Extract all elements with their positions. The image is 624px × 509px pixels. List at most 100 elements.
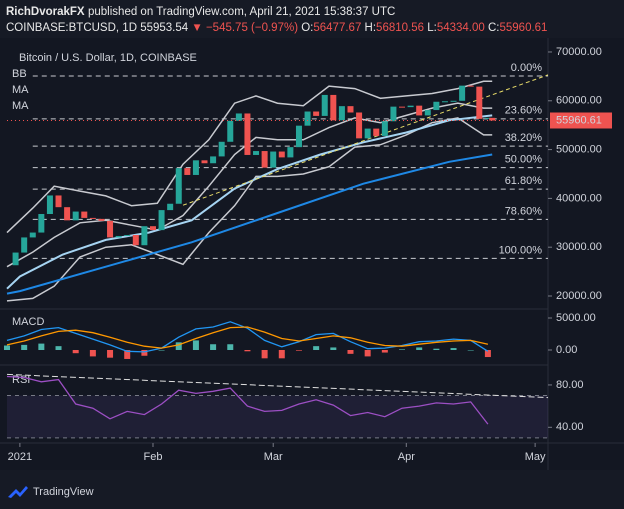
macd-line: [6, 326, 489, 349]
high: 56810.56: [376, 22, 424, 34]
candle: [115, 235, 122, 238]
candle: [184, 168, 191, 175]
trendline: [182, 74, 549, 206]
candle: [55, 195, 62, 208]
macd-histogram-bar: [381, 350, 388, 353]
macd-histogram-bar: [107, 350, 114, 358]
macd-histogram-bar: [175, 342, 182, 350]
candle: [38, 214, 45, 233]
macd-histogram-bar: [55, 346, 62, 350]
candle: [253, 151, 260, 155]
fib-label: 50.00%: [505, 154, 543, 166]
last-price-tag: [550, 112, 612, 129]
candle: [21, 237, 28, 253]
fib-label: 38.20%: [505, 132, 543, 144]
macd-histogram-bar: [450, 348, 457, 350]
macd-histogram-bar: [433, 348, 440, 350]
candle: [201, 160, 208, 164]
y-tick-label: 40.00: [556, 421, 584, 433]
macd-histogram-bar: [4, 345, 10, 350]
fib-label: 23.60%: [505, 105, 543, 117]
candle: [132, 234, 139, 246]
candle: [330, 94, 337, 121]
candle: [364, 128, 371, 139]
candle: [149, 226, 156, 231]
moving-average: [6, 153, 493, 295]
candle: [338, 106, 345, 121]
logo-mark: [8, 486, 28, 498]
chart-background: [0, 38, 624, 470]
macd-histogram-bar: [364, 350, 371, 357]
x-tick-label: May: [525, 451, 546, 463]
candle: [450, 100, 457, 102]
candle: [313, 111, 320, 116]
candle: [287, 147, 294, 158]
candle: [244, 113, 251, 155]
published: published on TradingView.com, April 21, …: [88, 6, 395, 18]
h-label: H:: [365, 22, 377, 34]
candle: [12, 252, 19, 266]
macd-histogram-bar: [124, 350, 131, 359]
candle: [321, 94, 328, 116]
candle: [304, 111, 311, 126]
y-tick-label: 80.00: [556, 379, 584, 391]
candle: [64, 207, 71, 221]
macd-histogram-bar: [330, 347, 337, 350]
y-tick-label: 20000.00: [556, 290, 602, 302]
macd-histogram-bar: [227, 344, 234, 350]
close: 55960.61: [499, 22, 547, 34]
macd-histogram-bar: [192, 340, 199, 350]
candle: [278, 151, 285, 158]
candle: [235, 113, 242, 121]
y-tick-label: 50000.00: [556, 143, 602, 155]
price: 55953.54: [140, 22, 189, 34]
candle: [107, 220, 114, 238]
brand: TradingView: [33, 486, 94, 498]
candle: [467, 85, 474, 87]
candle: [192, 160, 199, 175]
candle: [29, 232, 36, 238]
macd-histogram-bar: [141, 350, 148, 356]
macd-histogram-bar: [347, 350, 354, 354]
candle: [407, 105, 414, 108]
candle: [441, 101, 448, 103]
candle: [356, 112, 363, 139]
macd-histogram-bar: [158, 350, 165, 351]
fib-label: 0.00%: [511, 62, 542, 74]
macd-histogram-bar: [295, 350, 302, 351]
open: 56477.67: [313, 22, 361, 34]
low: 54334.00: [437, 22, 485, 34]
l-label: L:: [427, 22, 437, 34]
candle: [295, 125, 302, 148]
candle: [459, 85, 466, 101]
candle: [261, 151, 268, 168]
bollinger-upper: [6, 80, 493, 234]
indicator-label: BB: [12, 68, 27, 80]
macd-histogram-bar: [278, 350, 285, 359]
moving-average: [6, 114, 493, 290]
macd-histogram-bar: [261, 350, 268, 359]
fib-label: 100.00%: [499, 244, 543, 256]
y-tick-label: 60000.00: [556, 95, 602, 107]
candle: [175, 168, 182, 204]
candle: [416, 105, 423, 116]
candle: [373, 128, 380, 136]
macd-line: [6, 321, 489, 353]
rsi-band: [7, 395, 548, 438]
candle: [210, 156, 217, 164]
macd-histogram-bar: [416, 347, 423, 350]
candle: [424, 110, 431, 116]
candle: [476, 86, 483, 119]
candle: [484, 117, 491, 119]
pane-title: MACD: [12, 316, 44, 328]
candle: [158, 210, 165, 231]
y-tick-label: 70000.00: [556, 46, 602, 58]
rsi-line: [6, 375, 489, 425]
candle: [270, 151, 277, 168]
candle: [381, 121, 388, 136]
macd-histogram-bar: [38, 343, 45, 350]
macd-histogram-bar: [399, 349, 406, 350]
change: ▼ −545.75 (−0.97%): [191, 22, 298, 34]
candle: [167, 203, 174, 211]
